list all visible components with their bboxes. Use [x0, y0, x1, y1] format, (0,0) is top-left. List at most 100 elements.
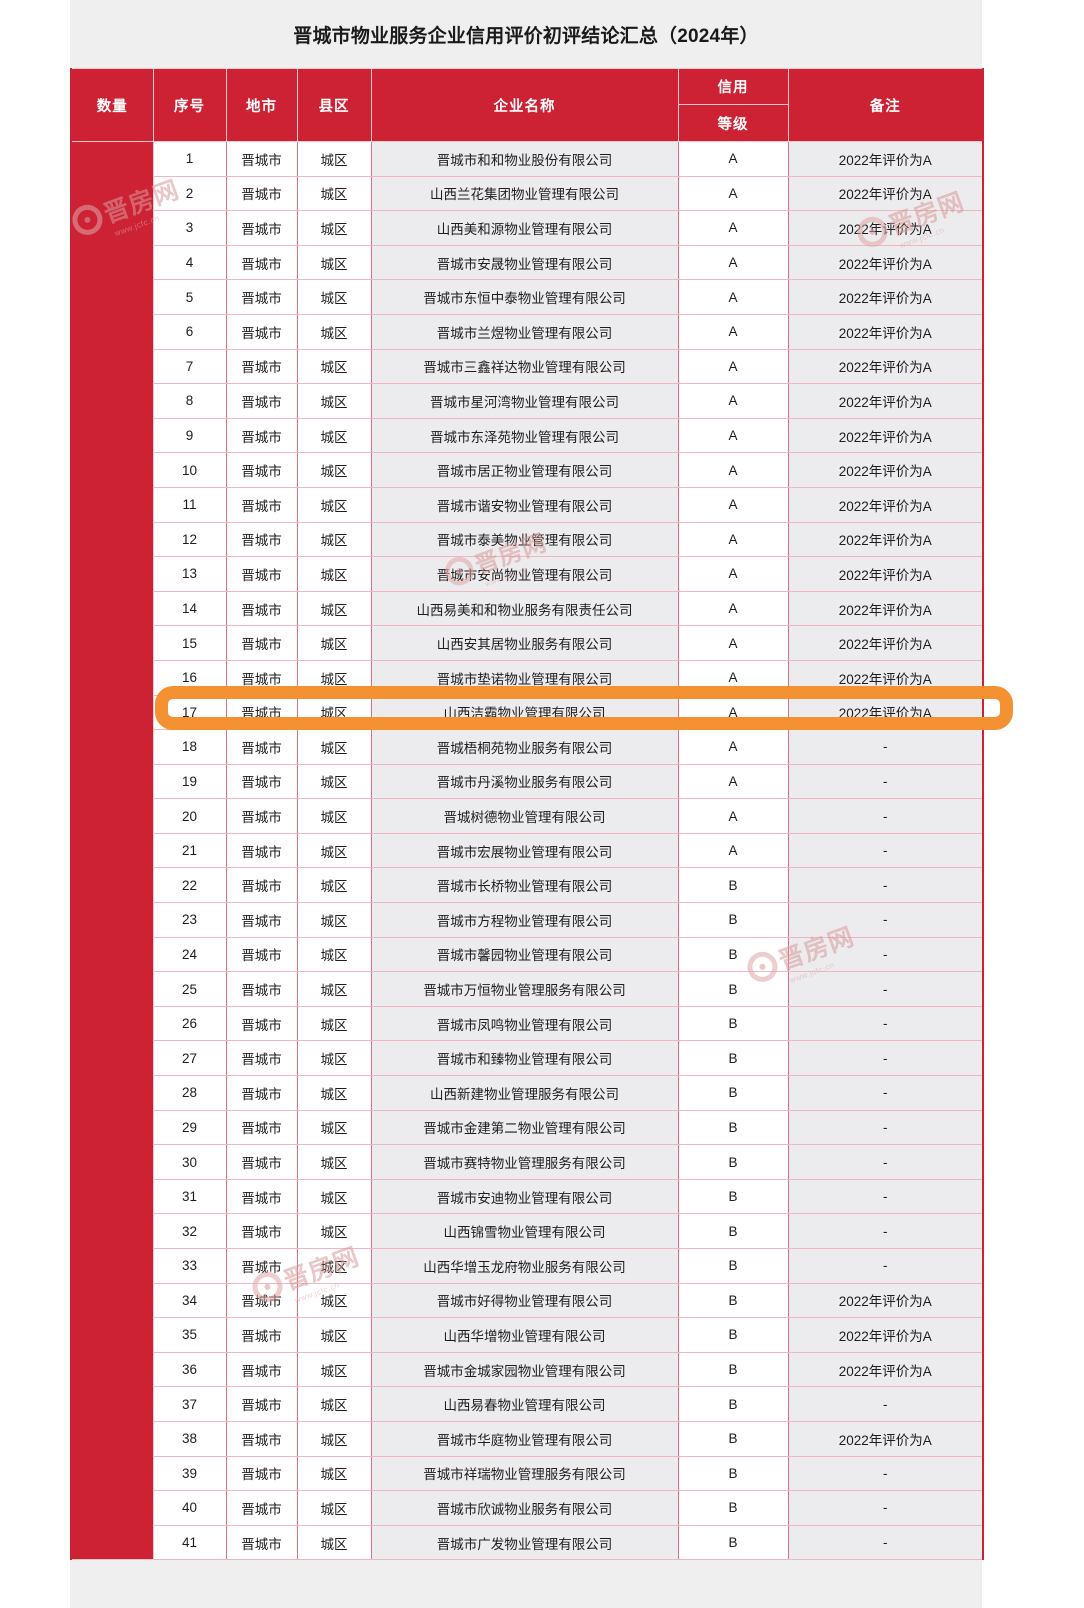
cell-city: 晋城市 — [225, 1386, 298, 1422]
cell-city: 晋城市 — [225, 832, 298, 869]
cell-remark: - — [787, 1524, 984, 1561]
cell-remark: 2022年评价为A — [787, 1351, 984, 1388]
cell-company-name: 晋城市万恒物业管理服务有限公司 — [370, 971, 679, 1007]
cell-city: 晋城市 — [225, 175, 298, 212]
cell-district: 城区 — [296, 175, 372, 212]
cell-company-name: 山西兰花集团物业管理有限公司 — [370, 175, 679, 212]
cell-district: 城区 — [296, 1144, 372, 1180]
table-row: 18 晋城市 城区 晋城梧桐苑物业服务有限公司 A - — [71, 729, 984, 765]
cell-remark: 2022年评价为A — [787, 694, 984, 731]
cell-city: 晋城市 — [225, 244, 298, 281]
cell-index: 27 — [152, 1040, 227, 1077]
cell-company-name: 晋城市欣诚物业服务有限公司 — [370, 1490, 679, 1526]
cell-index: 6 — [152, 313, 227, 350]
cell-index: 23 — [152, 902, 227, 938]
table-row: 5 晋城市 城区 晋城市东恒中泰物业管理有限公司 A 2022年评价为A — [71, 279, 984, 315]
cell-index: 19 — [152, 763, 227, 800]
cell-company-name: 晋城市长桥物业管理有限公司 — [370, 867, 679, 904]
cell-district: 城区 — [296, 1524, 372, 1561]
table-row: 3 晋城市 城区 山西美和源物业管理有限公司 A 2022年评价为A — [71, 210, 984, 246]
cell-company-name: 晋城市兰煜物业管理有限公司 — [370, 313, 679, 350]
table-header: 数量 序号 地市 县区 企业名称 信用 等级 备注 — [70, 68, 984, 142]
cell-city: 晋城市 — [225, 902, 298, 938]
column-header-remark: 备注 — [787, 68, 984, 142]
cell-remark: - — [787, 1040, 984, 1077]
cell-district: 城区 — [296, 1317, 372, 1353]
cell-company-name: 晋城市安尚物业管理有限公司 — [370, 556, 679, 592]
cell-remark: 2022年评价为A — [787, 313, 984, 350]
cell-district: 城区 — [296, 763, 372, 800]
cell-district: 城区 — [296, 1040, 372, 1077]
cell-index: 14 — [152, 590, 227, 627]
cell-credit-grade: B — [677, 902, 789, 938]
cell-remark: - — [787, 867, 984, 904]
cell-index: 24 — [152, 936, 227, 973]
table-row: 9 晋城市 城区 晋城市东泽苑物业管理有限公司 A 2022年评价为A — [71, 417, 984, 454]
cell-credit-grade: A — [677, 832, 789, 869]
cell-district: 城区 — [296, 1109, 372, 1146]
cell-company-name: 山西美和源物业管理有限公司 — [370, 210, 679, 246]
cell-city: 晋城市 — [225, 1455, 298, 1492]
cell-index: 18 — [152, 729, 227, 765]
cell-district: 城区 — [296, 1490, 372, 1526]
column-header-district: 县区 — [296, 68, 372, 142]
cell-remark: - — [787, 1144, 984, 1180]
cell-company-name: 山西华增玉龙府物业服务有限公司 — [370, 1248, 679, 1284]
cell-remark: 2022年评价为A — [787, 590, 984, 627]
cell-credit-grade: A — [677, 556, 789, 592]
cell-city: 晋城市 — [225, 556, 298, 592]
cell-company-name: 晋城市垫诺物业管理有限公司 — [370, 659, 679, 696]
cell-company-name: 晋城市凤鸣物业管理有限公司 — [370, 1005, 679, 1042]
cell-company-name: 晋城市金城家园物业管理有限公司 — [370, 1351, 679, 1388]
cell-index: 34 — [152, 1282, 227, 1319]
cell-city: 晋城市 — [225, 210, 298, 246]
cell-company-name: 山西洁霸物业管理有限公司 — [370, 694, 679, 731]
cell-index: 41 — [152, 1524, 227, 1561]
cell-remark: 2022年评价为A — [787, 244, 984, 281]
table-body: 1 晋城市 城区 晋城市和和物业股份有限公司 A 2022年评价为A 2 晋城市 城区 山西兰花集… — [70, 140, 984, 1561]
cell-credit-grade: B — [677, 1075, 789, 1111]
cell-remark: - — [787, 1005, 984, 1042]
table-row: 7 晋城市 城区 晋城市三鑫祥达物业管理有限公司 A 2022年评价为A — [71, 348, 984, 385]
table-row: 8 晋城市 城区 晋城市星河湾物业管理有限公司 A 2022年评价为A — [71, 383, 984, 419]
cell-city: 晋城市 — [225, 590, 298, 627]
cell-company-name: 山西易春物业管理有限公司 — [370, 1386, 679, 1422]
cell-district: 城区 — [296, 625, 372, 661]
column-header-credit-line1: 信用 — [678, 69, 788, 105]
cell-city: 晋城市 — [225, 798, 298, 834]
cell-company-name: 晋城市和臻物业管理有限公司 — [370, 1040, 679, 1077]
cell-district: 城区 — [296, 244, 372, 281]
cell-index: 21 — [152, 832, 227, 869]
cell-district: 城区 — [296, 590, 372, 627]
cell-district: 城区 — [296, 1075, 372, 1111]
cell-company-name: 晋城市安晟物业管理有限公司 — [370, 244, 679, 281]
cell-city: 晋城市 — [225, 1213, 298, 1249]
table-row: 6 晋城市 城区 晋城市兰煜物业管理有限公司 A 2022年评价为A — [71, 313, 984, 350]
cell-remark: 2022年评价为A — [787, 210, 984, 246]
cell-district: 城区 — [296, 867, 372, 904]
table-row: 16 晋城市 城区 晋城市垫诺物业管理有限公司 A 2022年评价为A — [71, 659, 984, 696]
table-row: 39 晋城市 城区 晋城市祥瑞物业管理服务有限公司 B - — [71, 1455, 984, 1492]
cell-credit-grade: B — [677, 936, 789, 973]
cell-city: 晋城市 — [225, 1075, 298, 1111]
cell-district: 城区 — [296, 383, 372, 419]
cell-city: 晋城市 — [225, 1524, 298, 1561]
cell-company-name: 山西新建物业管理服务有限公司 — [370, 1075, 679, 1111]
cell-index: 16 — [152, 659, 227, 696]
cell-city: 晋城市 — [225, 1178, 298, 1215]
cell-remark: - — [787, 936, 984, 973]
table-row: 34 晋城市 城区 晋城市好得物业管理有限公司 B 2022年评价为A — [71, 1282, 984, 1319]
cell-district: 城区 — [296, 486, 372, 523]
cell-district: 城区 — [296, 659, 372, 696]
cell-district: 城区 — [296, 1213, 372, 1249]
cell-index: 5 — [152, 279, 227, 315]
cell-city: 晋城市 — [225, 521, 298, 558]
cell-index: 29 — [152, 1109, 227, 1146]
cell-city: 晋城市 — [225, 694, 298, 731]
cell-credit-grade: B — [677, 1420, 789, 1457]
cell-credit-grade: A — [677, 625, 789, 661]
cell-district: 城区 — [296, 1351, 372, 1388]
cell-remark: 2022年评价为A — [787, 175, 984, 212]
table-row: 13 晋城市 城区 晋城市安尚物业管理有限公司 A 2022年评价为A — [71, 556, 984, 592]
